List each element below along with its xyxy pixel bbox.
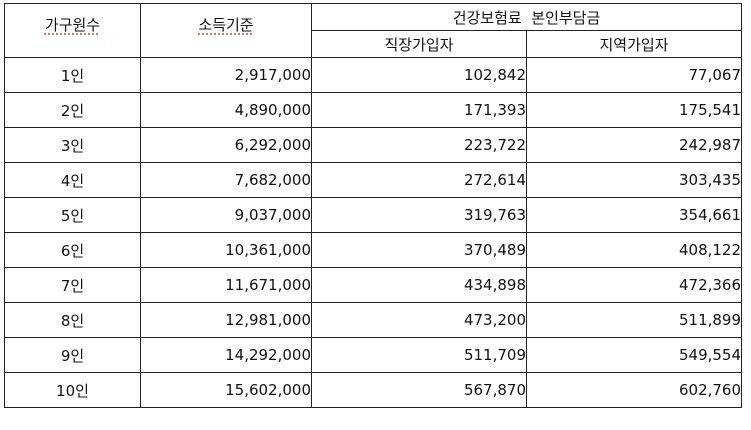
cell-regional-premium: 354,661 (525, 197, 743, 233)
cell-employee-premium: 319,763 (311, 197, 527, 233)
table-row: 2인 4,890,000 171,393 175,541 (4, 92, 743, 128)
cell-household-size: 8인 (4, 302, 141, 338)
cell-household-size: 3인 (4, 127, 141, 163)
table-row: 6인 10,361,000 370,489 408,122 (4, 232, 743, 268)
cell-employee-premium: 171,393 (311, 92, 527, 128)
cell-employee-premium: 223,722 (311, 127, 527, 163)
header-employee: 직장가입자 (311, 30, 527, 58)
cell-employee-premium: 511,709 (311, 337, 527, 373)
table-row: 9인 14,292,000 511,709 549,554 (4, 337, 743, 373)
table-row: 10인 15,602,000 567,870 602,760 (4, 372, 743, 408)
table-row: 4인 7,682,000 272,614 303,435 (4, 162, 743, 198)
cell-regional-premium: 175,541 (525, 92, 743, 128)
cell-household-size: 4인 (4, 162, 141, 198)
cell-income-standard: 6,292,000 (140, 127, 312, 163)
cell-regional-premium: 602,760 (525, 372, 743, 408)
header-household-size: 가구원수 (4, 3, 141, 58)
header-household-size-text: 가구원수 (44, 16, 101, 34)
cell-regional-premium: 549,554 (525, 337, 743, 373)
header-row-2: 직장가입자 지역가입자 (5, 30, 743, 58)
cell-household-size: 9인 (4, 337, 141, 373)
cell-income-standard: 14,292,000 (140, 337, 312, 373)
income-premium-table: 가구원수 소득기준 건강보험료 본인부담금 직장가입자 지역가입자 1인 2,91… (4, 3, 743, 408)
cell-employee-premium: 567,870 (311, 372, 527, 408)
cell-employee-premium: 434,898 (311, 267, 527, 303)
cell-income-standard: 15,602,000 (140, 372, 312, 408)
table-row: 8인 12,981,000 473,200 511,899 (4, 302, 743, 338)
cell-income-standard: 12,981,000 (140, 302, 312, 338)
cell-household-size: 10인 (4, 372, 141, 408)
cell-regional-premium: 303,435 (525, 162, 743, 198)
cell-employee-premium: 473,200 (311, 302, 527, 338)
table-row: 5인 9,037,000 319,763 354,661 (4, 197, 743, 233)
cell-employee-premium: 102,842 (311, 57, 527, 93)
header-income-standard: 소득기준 (140, 3, 312, 58)
cell-regional-premium: 511,899 (525, 302, 743, 338)
table-row: 3인 6,292,000 223,722 242,987 (4, 127, 743, 163)
cell-income-standard: 7,682,000 (140, 162, 312, 198)
header-row-1: 가구원수 소득기준 건강보험료 본인부담금 (4, 3, 743, 58)
header-income-standard-text: 소득기준 (198, 16, 254, 34)
cell-household-size: 2인 (4, 92, 141, 128)
cell-income-standard: 10,361,000 (140, 232, 312, 268)
cell-household-size: 1인 (4, 57, 141, 93)
cell-regional-premium: 242,987 (525, 127, 743, 163)
cell-household-size: 7인 (4, 267, 141, 303)
cell-household-size: 5인 (4, 197, 141, 233)
cell-income-standard: 9,037,000 (140, 197, 312, 233)
header-premium-group: 건강보험료 본인부담금 (310, 3, 743, 31)
cell-income-standard: 4,890,000 (140, 92, 312, 128)
table-header: 가구원수 소득기준 건강보험료 본인부담금 직장가입자 지역가입자 (4, 3, 743, 58)
cell-employee-premium: 272,614 (311, 162, 527, 198)
cell-regional-premium: 77,067 (525, 57, 743, 93)
cell-income-standard: 11,671,000 (140, 267, 312, 303)
table-row: 7인 11,671,000 434,898 472,366 (4, 267, 743, 303)
cell-regional-premium: 472,366 (525, 267, 743, 303)
table-row: 1인 2,917,000 102,842 77,067 (4, 57, 743, 93)
cell-employee-premium: 370,489 (311, 232, 527, 268)
cell-income-standard: 2,917,000 (140, 57, 312, 93)
cell-regional-premium: 408,122 (525, 232, 743, 268)
cell-household-size: 6인 (4, 232, 141, 268)
table-body: 1인 2,917,000 102,842 77,067 2인 4,890,000 171,3… (4, 57, 743, 408)
header-regional: 지역가입자 (525, 30, 743, 58)
